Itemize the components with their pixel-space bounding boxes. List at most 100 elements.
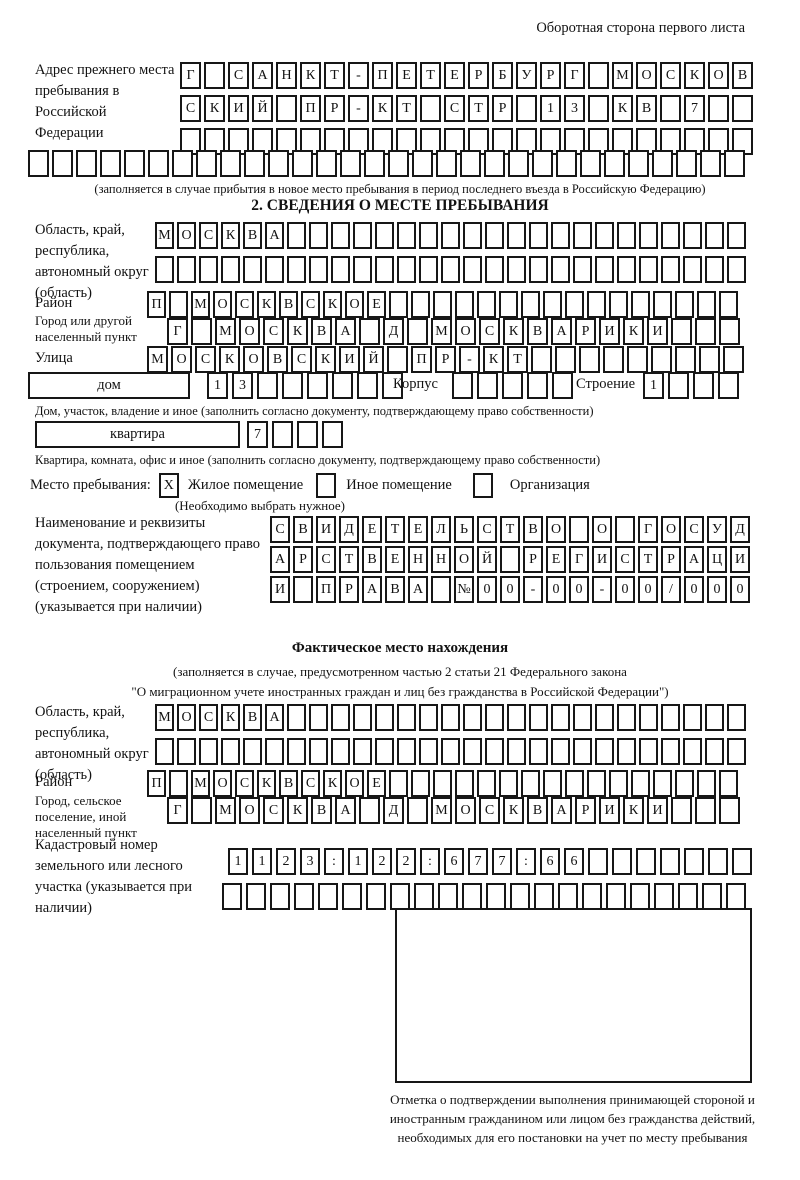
char-cell [555,346,576,373]
prev-address-row-3 [180,128,753,155]
char-cell [342,883,362,910]
char-cell: Д [339,516,359,543]
char-cell: К [204,95,225,122]
char-cell: А [335,318,356,345]
char-cell [397,704,416,731]
char-cell [630,883,650,910]
char-cell [287,704,306,731]
char-cell [697,291,716,318]
char-cell: П [147,770,166,797]
char-cell: С [316,546,336,573]
char-cell: 3 [300,848,320,875]
char-cell [551,256,570,283]
char-cell [287,222,306,249]
char-cell [353,738,372,765]
char-cell [318,883,338,910]
char-cell: В [279,770,298,797]
char-cell [169,291,188,318]
char-cell: - [592,576,612,603]
char-cell [419,704,438,731]
char-cell: Е [444,62,465,89]
char-cell: К [483,346,504,373]
char-cell [455,291,474,318]
char-cell [441,256,460,283]
char-cell [678,883,698,910]
char-cell: К [287,797,308,824]
char-cell [382,372,403,399]
char-cell [477,291,496,318]
char-cell [726,883,746,910]
char-cell: 7 [468,848,488,875]
kadastr-row-2 [222,883,746,910]
char-cell [521,291,540,318]
oblast1-label: Область, край, республика, автономный ок… [35,222,149,301]
char-cell [246,883,266,910]
char-cell: С [301,291,320,318]
checkbox-inoe[interactable] [316,473,337,498]
char-cell [199,738,218,765]
char-cell: К [287,318,308,345]
char-cell: М [431,797,452,824]
char-cell [604,150,625,177]
char-cell [307,372,328,399]
fact-caption-2: "О миграционном учете иностранных гражда… [131,684,669,699]
char-cell [569,516,589,543]
kvartira-cells: 7 [247,421,343,448]
char-cell: П [316,576,336,603]
char-cell: 0 [615,576,635,603]
char-cell: К [623,797,644,824]
char-cell: О [592,516,612,543]
char-cell [527,372,548,399]
char-cell [695,318,716,345]
char-cell: О [661,516,681,543]
char-cell [148,150,169,177]
checkbox-zhiloe[interactable]: X [158,473,179,498]
char-cell [727,704,746,731]
char-cell [463,704,482,731]
char-cell [204,62,225,89]
char-cell: Д [383,797,404,824]
char-cell [668,372,689,399]
mesto-prebyvaniya-row: Место пребывания: X Жилое помещение Иное… [30,473,590,498]
char-cell: К [219,346,240,373]
char-cell: В [311,318,332,345]
char-cell: О [239,797,260,824]
char-cell: 2 [372,848,392,875]
char-cell [617,256,636,283]
char-cell [661,222,680,249]
char-cell: Ц [707,546,727,573]
char-cell: 2 [276,848,296,875]
char-cell [671,318,692,345]
char-cell [265,256,284,283]
checkbox-organizaciya[interactable] [472,473,493,498]
char-cell: О [213,770,232,797]
kvartira-caption: Квартира, комната, офис и иное (заполнит… [35,453,601,467]
char-cell [627,346,648,373]
char-cell: В [636,95,657,122]
char-cell: Р [293,546,313,573]
char-cell [331,256,350,283]
char-cell [292,150,313,177]
char-cell: А [551,318,572,345]
char-cell [309,738,328,765]
char-cell: К [221,222,240,249]
char-cell: 0 [730,576,750,603]
char-cell: С [180,95,201,122]
mesto-note: (Необходимо выбрать нужное) [174,498,346,513]
char-cell: К [300,62,321,89]
char-cell [52,150,73,177]
char-cell: С [263,318,284,345]
char-cell [484,150,505,177]
char-cell: В [362,546,382,573]
char-cell: С [195,346,216,373]
char-cell [516,95,537,122]
char-cell: 6 [564,848,584,875]
char-cell [100,150,121,177]
char-cell: Й [363,346,384,373]
char-cell: А [551,797,572,824]
char-cell: И [599,318,620,345]
char-cell: О [636,62,657,89]
stroenie-cells: 1 [643,372,739,399]
